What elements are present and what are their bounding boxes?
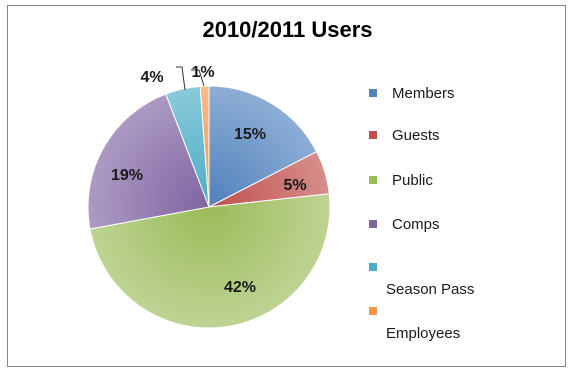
- chart-title: 2010/2011 Users: [202, 17, 373, 42]
- legend-swatch-season-pass: [369, 263, 377, 271]
- legend-swatch-members: [369, 89, 377, 97]
- legend-label-comps: Comps: [392, 216, 440, 233]
- leader-line-employees: [191, 69, 205, 87]
- legend-label-guests: Guests: [392, 127, 440, 144]
- data-label-guests: 5%: [283, 177, 306, 194]
- data-label-comps: 19%: [111, 167, 143, 184]
- data-label-members: 15%: [234, 126, 266, 143]
- legend-swatch-comps: [369, 220, 377, 228]
- data-label-employees: 1%: [191, 64, 214, 81]
- pie-slice-public: [89, 193, 331, 329]
- legend-label-members: Members: [392, 85, 455, 102]
- legend-swatch-employees: [369, 307, 377, 315]
- pie-slice-members: [208, 85, 318, 208]
- legend-swatch-guests: [369, 131, 377, 139]
- leader-line-season-pass: [176, 66, 186, 91]
- pie-slice-employees: [199, 85, 210, 208]
- data-label-season-pass: 4%: [140, 69, 163, 86]
- legend-label-season-pass: Season Pass: [386, 281, 474, 298]
- legend-label-employees: Employees: [386, 325, 460, 342]
- legend-swatch-public: [369, 176, 377, 184]
- legend-label-public: Public: [392, 172, 433, 189]
- pie-slice-comps: [87, 93, 210, 230]
- data-label-public: 42%: [224, 279, 256, 296]
